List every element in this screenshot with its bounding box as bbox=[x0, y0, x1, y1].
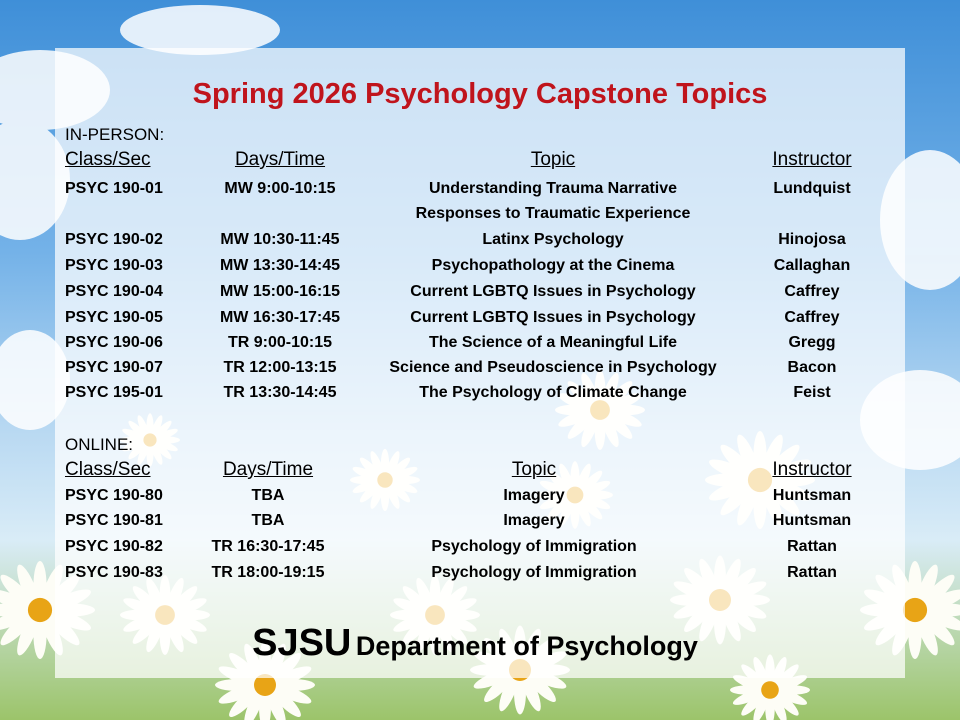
class-section-cell: PSYC 190-80 bbox=[65, 487, 163, 504]
days-time-cell: MW 9:00-10:15 bbox=[224, 180, 336, 197]
topic-cell: Science and Pseudoscience in Psychology bbox=[389, 359, 717, 376]
topic-cell: Psychology of Immigration bbox=[431, 564, 637, 581]
topic-cell: Responses to Traumatic Experience bbox=[415, 205, 691, 222]
column-header: Instructor bbox=[772, 149, 852, 170]
column-header: Class/Sec bbox=[65, 149, 151, 170]
class-section-cell: PSYC 190-04 bbox=[65, 283, 163, 300]
topic-cell: Imagery bbox=[503, 487, 565, 504]
instructor-cell: Caffrey bbox=[784, 283, 840, 300]
column-header: Topic bbox=[511, 459, 557, 480]
page-title: Spring 2026 Psychology Capstone Topics bbox=[192, 78, 768, 110]
days-time-cell: TR 12:00-13:15 bbox=[223, 359, 337, 376]
class-section-cell: PSYC 190-03 bbox=[65, 257, 163, 274]
topic-cell: Current LGBTQ Issues in Psychology bbox=[410, 283, 696, 300]
days-time-cell: TR 9:00-10:15 bbox=[227, 334, 333, 351]
days-time-cell: MW 15:00-16:15 bbox=[219, 283, 341, 300]
instructor-cell: Callaghan bbox=[773, 257, 851, 274]
instructor-cell: Rattan bbox=[787, 564, 837, 581]
instructor-cell: Rattan bbox=[787, 538, 837, 555]
topic-cell: Psychopathology at the Cinema bbox=[431, 257, 675, 274]
content-panel bbox=[55, 48, 905, 678]
days-time-cell: TBA bbox=[251, 512, 285, 529]
class-section-cell: PSYC 190-02 bbox=[65, 231, 163, 248]
class-section-cell: PSYC 190-06 bbox=[65, 334, 163, 351]
column-header: Topic bbox=[530, 149, 576, 170]
instructor-cell: Hinojosa bbox=[778, 231, 846, 248]
days-time-cell: TBA bbox=[251, 487, 285, 504]
footer-org: SJSU bbox=[252, 622, 352, 664]
topic-cell: Understanding Trauma Narrative bbox=[428, 180, 678, 197]
instructor-cell: Bacon bbox=[787, 359, 837, 376]
topic-cell: Psychology of Immigration bbox=[431, 538, 637, 555]
topic-cell: Current LGBTQ Issues in Psychology bbox=[410, 309, 696, 326]
instructor-cell: Caffrey bbox=[784, 309, 840, 326]
column-header: Class/Sec bbox=[65, 459, 151, 480]
instructor-cell: Huntsman bbox=[772, 512, 852, 529]
class-section-cell: PSYC 195-01 bbox=[65, 384, 163, 401]
instructor-cell: Lundquist bbox=[773, 180, 851, 197]
instructor-cell: Gregg bbox=[788, 334, 836, 351]
column-header: Days/Time bbox=[234, 149, 326, 170]
days-time-cell: MW 13:30-14:45 bbox=[219, 257, 341, 274]
topic-cell: The Science of a Meaningful Life bbox=[428, 334, 678, 351]
class-section-cell: PSYC 190-07 bbox=[65, 359, 163, 376]
class-section-cell: PSYC 190-81 bbox=[65, 512, 163, 529]
in-person-label: IN-PERSON: bbox=[65, 125, 165, 144]
instructor-cell: Feist bbox=[793, 384, 831, 401]
class-section-cell: PSYC 190-05 bbox=[65, 309, 163, 326]
days-time-cell: MW 10:30-11:45 bbox=[220, 231, 340, 248]
days-time-cell: TR 18:00-19:15 bbox=[211, 564, 325, 581]
topic-cell: The Psychology of Climate Change bbox=[419, 384, 687, 401]
days-time-cell: TR 16:30-17:45 bbox=[211, 538, 325, 555]
topic-cell: Latinx Psychology bbox=[482, 231, 624, 248]
column-header: Instructor bbox=[772, 459, 852, 480]
class-section-cell: PSYC 190-01 bbox=[65, 180, 163, 197]
days-time-cell: TR 13:30-14:45 bbox=[223, 384, 337, 401]
online-label: ONLINE: bbox=[65, 435, 134, 454]
days-time-cell: MW 16:30-17:45 bbox=[219, 309, 341, 326]
column-header: Days/Time bbox=[222, 459, 314, 480]
footer: SJSU Department of Psychology bbox=[252, 622, 698, 665]
class-section-cell: PSYC 190-83 bbox=[65, 564, 163, 581]
topic-cell: Imagery bbox=[503, 512, 565, 529]
class-section-cell: PSYC 190-82 bbox=[65, 538, 163, 555]
instructor-cell: Huntsman bbox=[772, 487, 852, 504]
footer-dept: Department of Psychology bbox=[355, 631, 698, 661]
